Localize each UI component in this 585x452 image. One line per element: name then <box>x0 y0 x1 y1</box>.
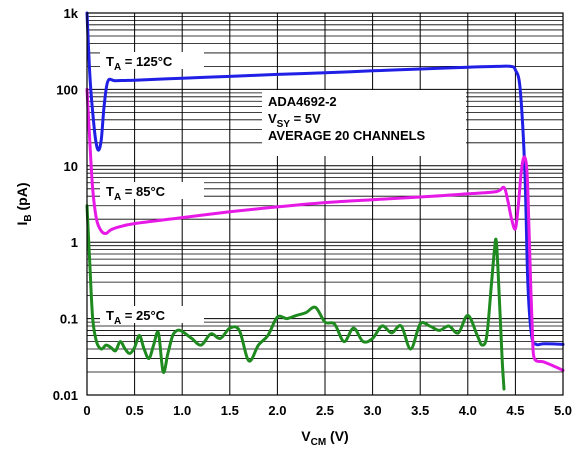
y-tick-label: 10 <box>64 159 78 174</box>
tick-labels: 0 0.5 1.0 1.5 2.0 2.5 3.0 3.5 4.0 4.5 5.0 0.01 0.1 1 1… <box>53 6 572 418</box>
y-tick-label: 1k <box>64 6 79 21</box>
x-tick-label: 0 <box>83 403 90 418</box>
series-line-2 <box>85 204 506 391</box>
annotation-bg <box>262 90 466 156</box>
series-lines <box>85 11 565 391</box>
series-label-0: TA = 125°C <box>106 54 173 73</box>
annotation-line-1: VSY = 5V <box>268 111 321 130</box>
y-tick-label: 0.01 <box>53 388 78 403</box>
x-tick-label: 5.0 <box>554 403 572 418</box>
x-tick-label: 0.5 <box>126 403 144 418</box>
series-label-bg <box>100 52 204 69</box>
series-label-2: TA = 25°C <box>106 308 166 327</box>
y-tick-label: 1 <box>71 235 78 250</box>
x-tick-label: 1.5 <box>221 403 239 418</box>
x-tick-label: 3.0 <box>364 403 382 418</box>
x-tick-label: 4.0 <box>459 403 477 418</box>
x-tick-label: 2.0 <box>268 403 286 418</box>
axis-labels: VCM (V) IB (pA) <box>14 182 349 448</box>
series-line-0 <box>85 11 565 347</box>
series-label-1: TA = 85°C <box>106 184 166 203</box>
x-tick-label: 1.0 <box>173 403 191 418</box>
x-axis-label: VCM (V) <box>301 428 348 448</box>
y-tick-label: 100 <box>56 82 78 97</box>
annotation-line-0: ADA4692-2 <box>268 94 337 109</box>
y-axis-label: IB (pA) <box>14 182 34 225</box>
series-label-bg <box>100 182 204 199</box>
x-tick-label: 3.5 <box>411 403 429 418</box>
series-label-bg <box>100 306 204 323</box>
plot-frame <box>86 12 564 396</box>
series-line-1 <box>85 87 565 372</box>
series-labels: TA = 125°C TA = 85°C TA = 25°C <box>100 52 204 327</box>
x-tick-label: 2.5 <box>316 403 334 418</box>
x-tick-label: 4.5 <box>506 403 524 418</box>
y-tick-label: 0.1 <box>60 312 78 327</box>
annotation-line-2: AVERAGE 20 CHANNELS <box>268 128 426 143</box>
